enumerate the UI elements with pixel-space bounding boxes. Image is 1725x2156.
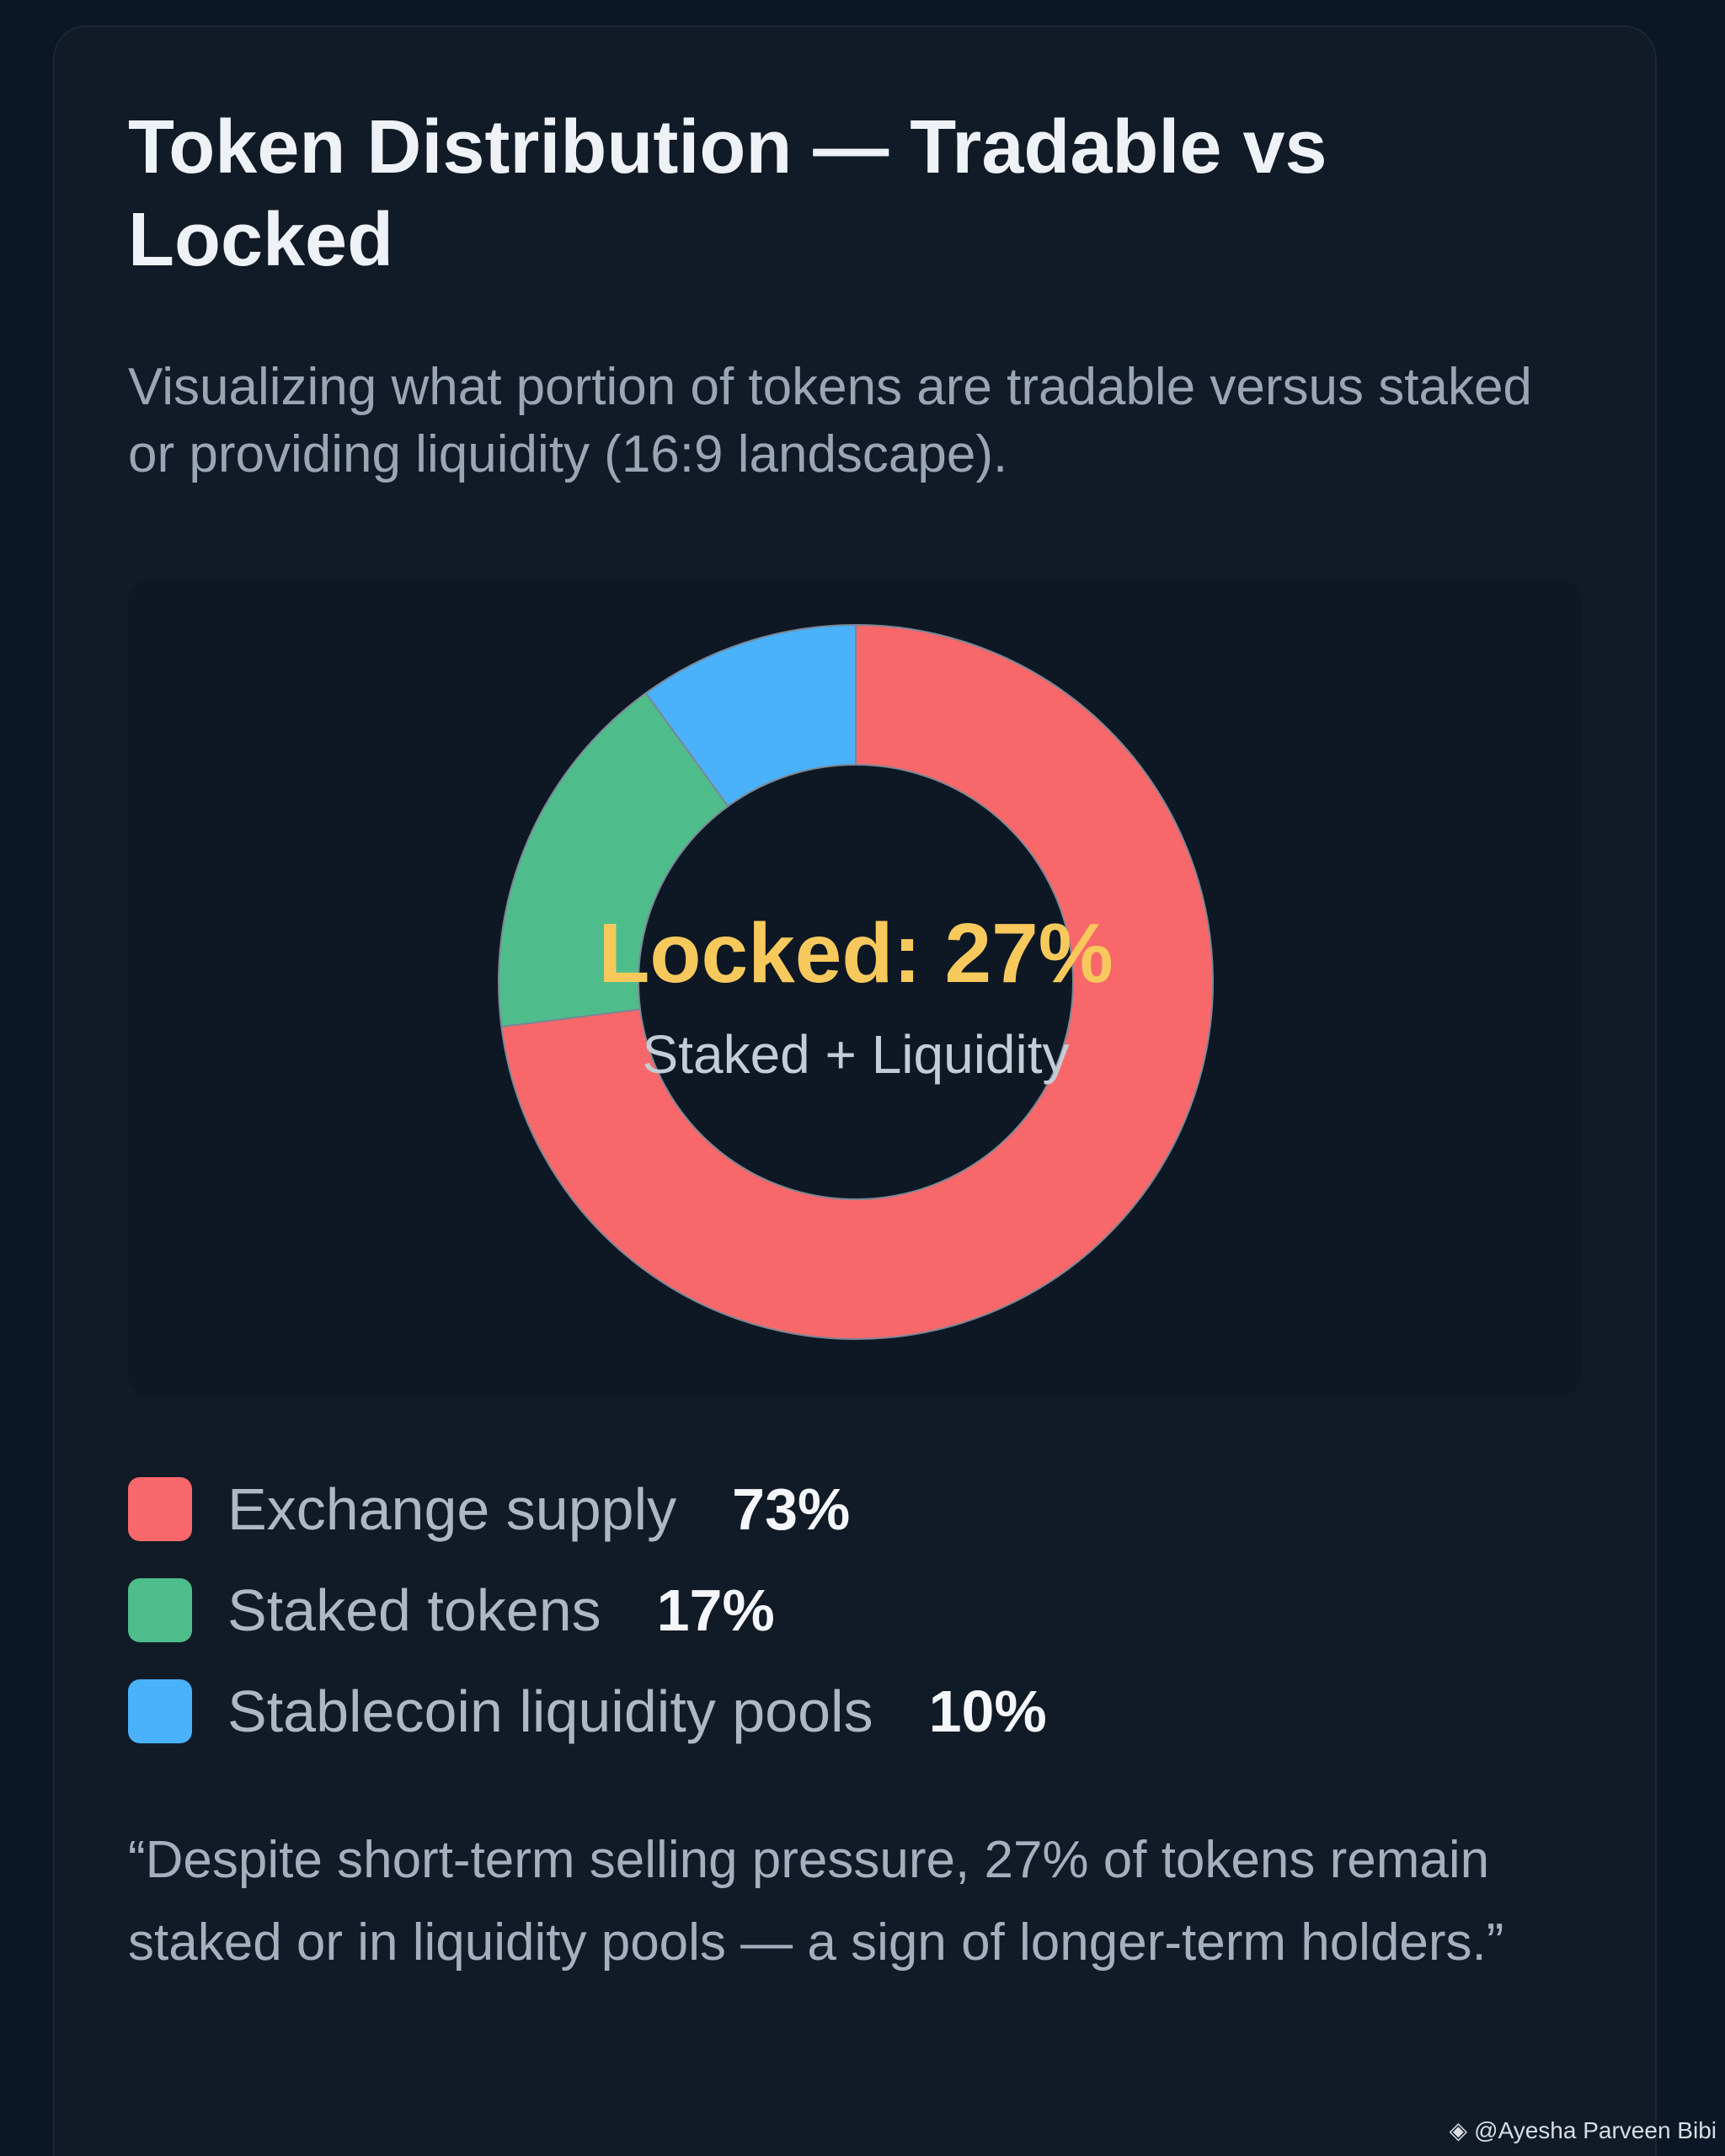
legend-swatch-exchange-supply xyxy=(128,1477,192,1541)
legend-label: Exchange supply xyxy=(227,1476,677,1542)
page-subtitle: Visualizing what portion of tokens are t… xyxy=(128,358,1532,483)
page-title: Token Distribution — Tradable vs Locked xyxy=(128,105,1327,282)
chart-panel xyxy=(128,578,1582,1398)
chart-legend: Exchange supply 73% Staked tokens 17% St… xyxy=(128,1459,1047,1762)
quote-text: “Despite short-term selling pressure, 27… xyxy=(128,1831,1504,1972)
legend-label: Stablecoin liquidity pools xyxy=(227,1678,873,1744)
legend-item-staked-tokens: Staked tokens 17% xyxy=(128,1560,1047,1661)
legend-swatch-liquidity-pools xyxy=(128,1679,192,1743)
legend-label: Staked tokens xyxy=(227,1577,601,1643)
binance-diamond-icon: ◈ xyxy=(1449,2117,1468,2143)
legend-value: 73% xyxy=(732,1476,851,1542)
legend-value: 17% xyxy=(656,1577,775,1643)
legend-value: 10% xyxy=(928,1678,1047,1744)
watermark: ◈ @Ayesha Parveen Bibi xyxy=(1450,2116,1717,2144)
legend-item-exchange-supply: Exchange supply 73% xyxy=(128,1459,1047,1560)
legend-swatch-staked-tokens xyxy=(128,1578,192,1642)
watermark-text: @Ayesha Parveen Bibi xyxy=(1474,2116,1717,2143)
legend-item-liquidity-pools: Stablecoin liquidity pools 10% xyxy=(128,1661,1047,1762)
